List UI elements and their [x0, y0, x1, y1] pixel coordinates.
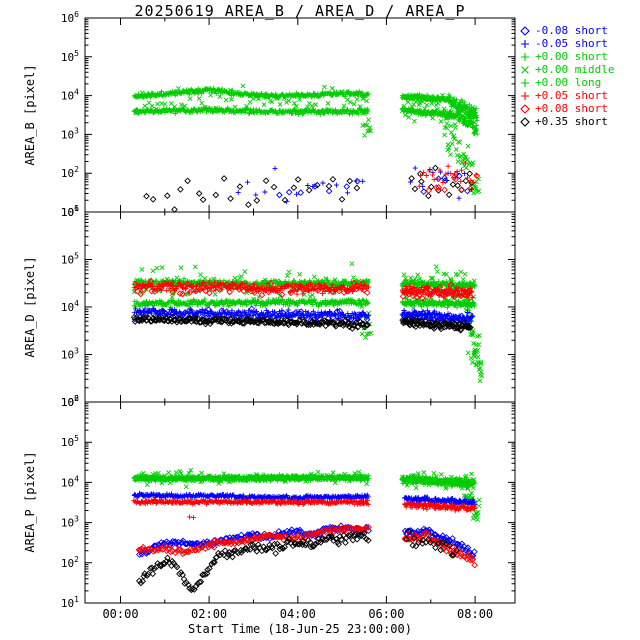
y-tick-label: 103 [61, 347, 79, 362]
diamond-icon [520, 116, 530, 127]
y-tick-label: 102 [61, 555, 79, 570]
y-tick-label: 106 [61, 204, 79, 219]
y-tick-label: 105 [61, 434, 79, 449]
plus-icon [521, 91, 529, 100]
y-tick-label: 106 [61, 394, 79, 409]
series--0-05-short [416, 160, 479, 189]
legend-item-5: +0.05 short [518, 89, 614, 102]
series--0-08-short [425, 172, 481, 194]
plus-icon [521, 78, 529, 87]
series--0-05-short [131, 496, 478, 521]
legend-item-4: +0.00 long [518, 76, 614, 89]
series--0-35-short [130, 313, 474, 334]
plus-icon [521, 39, 529, 48]
legend-label: +0.08 short [535, 102, 608, 115]
y-tick-label: 105 [61, 49, 79, 64]
y-tick-label: 104 [61, 299, 79, 314]
series--0-08-short [135, 523, 478, 569]
chart-title: 20250619 AREA_B / AREA_D / AREA_P [134, 2, 466, 20]
legend-label: +0.00 short [535, 50, 608, 63]
x-tick-label: 02:00 [191, 607, 227, 621]
x-tick-label: 04:00 [280, 607, 316, 621]
x-tick-label: 08:00 [457, 607, 493, 621]
legend-item-1: -0.05 short [518, 37, 614, 50]
diamond-icon [520, 25, 530, 36]
series--0-08-short [276, 170, 471, 199]
series--0-00-middle [133, 83, 482, 196]
legend-label: -0.05 short [535, 37, 608, 50]
legend-label: +0.35 short [535, 115, 608, 128]
y-tick-label: 102 [61, 165, 79, 180]
legend-item-6: +0.08 short [518, 102, 614, 115]
x-axis-label: Start Time (18-Jun-25 23:00:00) [188, 622, 412, 636]
y-tick-label: 104 [61, 474, 79, 489]
legend-item-3: +0.00 middle [518, 63, 614, 76]
y-tick-label: 101 [61, 595, 79, 610]
panel-area_p: 101 102 103 104 105 106 00:00 02:00 04:00 06:00 08… [61, 394, 516, 621]
plus-icon [521, 52, 529, 61]
y-tick-label: 105 [61, 252, 79, 267]
x-tick-label: 00:00 [102, 607, 138, 621]
legend-item-2: +0.00 short [518, 50, 614, 63]
legend-label: +0.05 short [535, 89, 608, 102]
x-tick-label: 06:00 [368, 607, 404, 621]
y-tick-label: 103 [61, 515, 79, 530]
legend-label: -0.08 short [535, 24, 608, 37]
series--0-05-short [131, 490, 478, 508]
y-tick-label: 106 [61, 10, 79, 25]
y-tick-label: 103 [61, 126, 79, 141]
cross-icon [521, 65, 529, 74]
legend-label: +0.00 long [535, 76, 602, 89]
legend-item-0: -0.08 short [518, 24, 614, 37]
legend-item-7: +0.35 short [518, 115, 614, 128]
series--0-35-short [135, 528, 460, 594]
series--0-00-short [131, 105, 480, 137]
y-tick-label: 104 [61, 88, 79, 103]
legend: -0.08 short -0.05 short +0.00 short +0.00 m… [518, 24, 614, 128]
diamond-icon [520, 103, 530, 114]
series--0-08-short [132, 277, 474, 302]
legend-label: +0.00 middle [535, 63, 615, 76]
